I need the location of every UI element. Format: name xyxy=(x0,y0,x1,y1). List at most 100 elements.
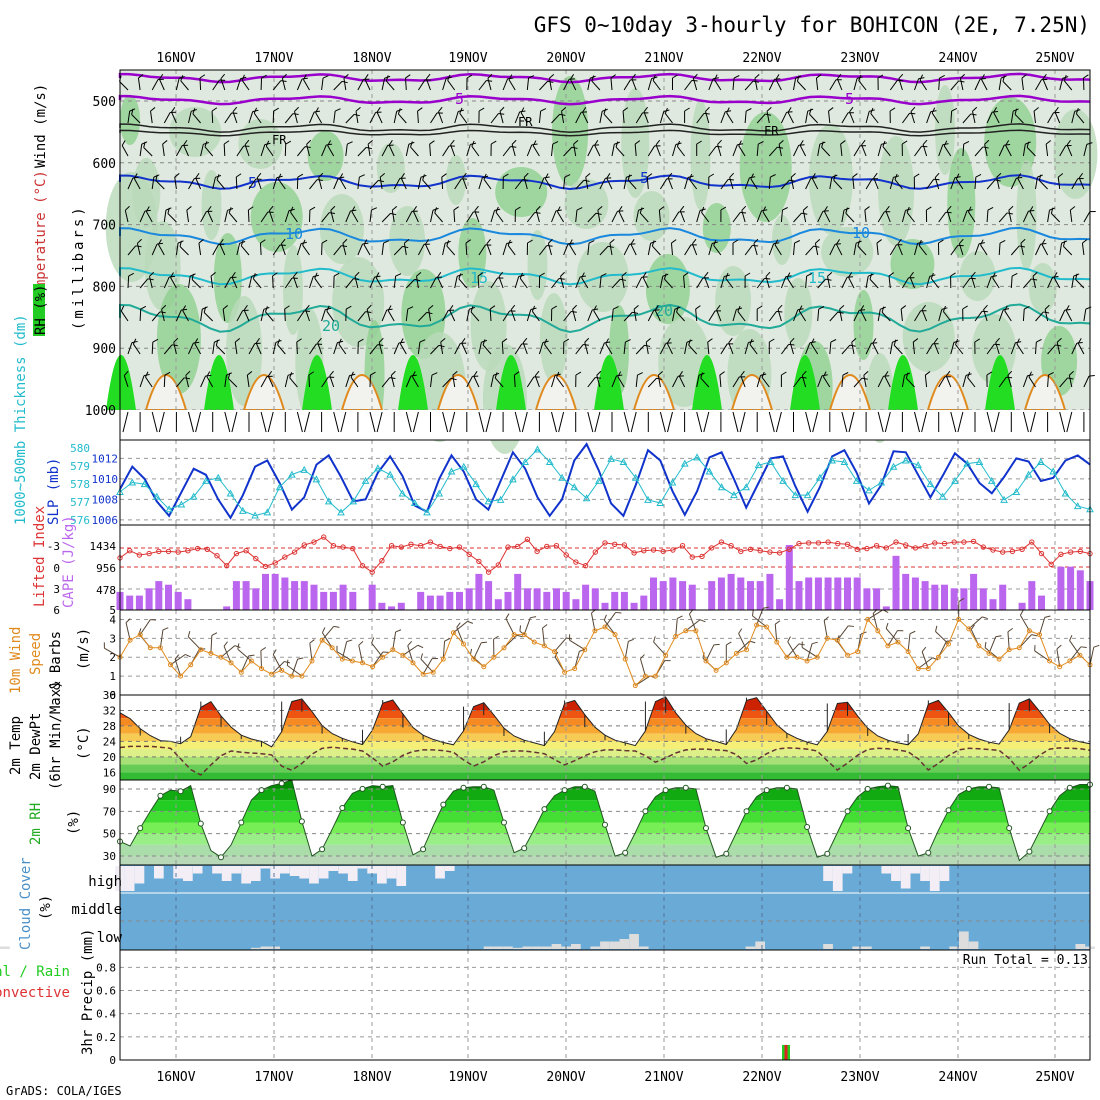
cape-bar xyxy=(853,577,861,610)
wind10-barb xyxy=(469,648,485,668)
cape-bar xyxy=(465,588,473,610)
li-point xyxy=(631,550,637,556)
li-point xyxy=(747,546,754,552)
wind-barb xyxy=(173,337,179,355)
wind-barb xyxy=(391,206,398,223)
wind-barb xyxy=(726,107,734,124)
wind-barb xyxy=(573,139,579,157)
wind-barb xyxy=(606,173,613,190)
top-date-label: 24NOV xyxy=(938,51,977,66)
thickness-point xyxy=(324,497,333,505)
thickness-point xyxy=(521,457,530,466)
cape-bar xyxy=(902,573,910,610)
wind-speed-point xyxy=(481,664,487,670)
rh-shade xyxy=(853,290,874,360)
low-cloud-gap xyxy=(968,941,979,949)
thickness-point xyxy=(619,457,628,466)
wind-barb xyxy=(962,140,970,157)
wind-speed-point xyxy=(602,624,608,630)
thickness-point xyxy=(1061,489,1070,497)
wind-barb xyxy=(691,238,698,256)
surface-barb xyxy=(957,411,964,433)
wind10-barb xyxy=(407,641,414,664)
li-point xyxy=(388,543,395,549)
wind-barb xyxy=(179,240,189,256)
wind-barb xyxy=(575,344,589,355)
wind-barb xyxy=(645,337,651,355)
wind-barb xyxy=(143,141,153,157)
wind-barb xyxy=(437,272,444,289)
li-point xyxy=(990,547,996,553)
low-cloud-gap xyxy=(619,939,630,949)
wind-barb xyxy=(575,207,583,223)
wind-barb xyxy=(708,310,721,322)
rh-point xyxy=(986,783,992,790)
thickness-axis-label: 1000~500mb Thickness (dm) xyxy=(13,314,29,525)
pressure-axis: 500 600 700 800 900 1000 xyxy=(85,95,116,419)
wind-barb xyxy=(938,376,951,388)
wind-barb xyxy=(1063,75,1073,91)
wind-barb xyxy=(667,172,673,190)
wind-barb xyxy=(906,206,915,223)
wind-barb xyxy=(404,74,411,91)
wind-barb xyxy=(330,205,336,223)
wind-barb xyxy=(853,145,867,157)
rh-point xyxy=(258,787,265,794)
wind-barb xyxy=(582,107,589,124)
wind-barb xyxy=(901,140,908,157)
wind-barb xyxy=(137,74,144,91)
high-cloud-gap xyxy=(386,866,397,879)
cloud-level-middle: middle xyxy=(71,902,122,918)
cape-bar xyxy=(950,588,958,610)
high-cloud-gap xyxy=(823,866,833,881)
wind-barb xyxy=(647,309,660,322)
wind-barb xyxy=(749,338,758,355)
cape-bar xyxy=(368,584,376,610)
wind-speed-point xyxy=(390,647,396,653)
cape-tick: 5 xyxy=(109,604,116,617)
cape-bar xyxy=(145,588,153,610)
wind-barb xyxy=(211,107,218,124)
low-cloud-gap xyxy=(755,941,765,949)
wind-barb xyxy=(343,74,349,91)
li-tick: 6 xyxy=(53,604,60,617)
wind-barb xyxy=(339,173,347,190)
pressure-tick: 1000 xyxy=(85,404,116,419)
wind-barb xyxy=(707,338,713,355)
low-cloud-gap xyxy=(483,946,494,949)
wind-barb xyxy=(155,174,165,190)
wind-barb xyxy=(894,173,903,190)
wind-barb xyxy=(526,239,533,256)
wind-barb xyxy=(357,174,365,190)
wind-barb xyxy=(967,371,976,388)
wind-speed-point xyxy=(552,649,557,655)
wind-speed-point xyxy=(541,643,547,649)
wind-barb xyxy=(1042,73,1049,91)
li-point xyxy=(941,540,948,547)
thickness-point xyxy=(1073,502,1082,510)
wind-barb xyxy=(145,206,153,223)
wind-barb xyxy=(326,305,335,322)
wind-barb xyxy=(720,206,727,222)
thickness-point xyxy=(766,457,775,466)
wind-barb xyxy=(678,371,686,388)
wind-barb xyxy=(805,341,816,355)
cape-bar xyxy=(514,573,522,610)
li-point xyxy=(495,562,501,568)
wind-barb xyxy=(260,211,274,223)
rh-shade xyxy=(307,131,344,181)
wind-barb xyxy=(139,305,147,322)
wind10-barb xyxy=(685,619,706,632)
wind-speed-point xyxy=(794,654,800,660)
wind10-barb xyxy=(473,641,488,660)
wind-barb xyxy=(357,242,369,256)
wind-speed-point xyxy=(592,628,598,634)
wind-barb xyxy=(809,108,819,124)
wind-barb xyxy=(876,239,882,256)
wind-barb xyxy=(918,239,927,256)
rh-shade xyxy=(105,172,158,282)
rh-shade xyxy=(169,107,222,157)
li-point xyxy=(515,543,521,550)
thickness-point xyxy=(656,498,665,506)
wind-barb xyxy=(805,177,817,190)
